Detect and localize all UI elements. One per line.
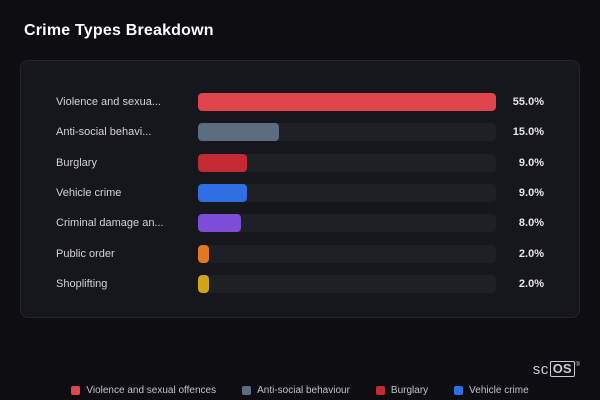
bar-track	[198, 274, 496, 293]
chart-row: Burglary 9.0%	[56, 148, 544, 178]
chart-legend: Violence and sexual offences Anti-social…	[0, 385, 600, 396]
legend-item[interactable]: Violence and sexual offences	[71, 385, 216, 396]
legend-swatch	[71, 386, 81, 395]
chart-row: Public order 2.0%	[56, 239, 544, 269]
legend-item[interactable]: Burglary	[375, 385, 429, 396]
legend-item[interactable]: Vehicle crime	[454, 385, 529, 396]
chart-row: Vehicle crime 9.0%	[56, 178, 544, 208]
legend-swatch	[375, 386, 385, 395]
category-label: Burglary	[56, 156, 97, 169]
chart-row: Shoplifting 2.0%	[56, 269, 544, 299]
category-label: Vehicle crime	[56, 186, 122, 199]
legend-item[interactable]: Anti-social behaviour	[242, 385, 350, 396]
legend-label: Burglary	[390, 385, 429, 396]
bar-track	[198, 153, 496, 172]
value-label: 9.0%	[518, 156, 544, 169]
chart-panel: Violence and sexua... 55.0% Anti-social …	[20, 60, 580, 318]
category-label: Shoplifting	[56, 277, 108, 290]
value-label: 15.0%	[512, 126, 544, 139]
legend-swatch	[242, 386, 252, 395]
bar[interactable]	[198, 153, 247, 172]
legend-label: Vehicle crime	[469, 385, 529, 396]
scos-logo: sc OS ®	[533, 361, 580, 378]
bar-track	[198, 183, 496, 202]
value-label: 8.0%	[518, 217, 544, 230]
registered-mark: ®	[575, 362, 580, 368]
legend-label: Violence and sexual offences	[86, 385, 217, 396]
chart-row: Anti-social behavi... 15.0%	[56, 117, 544, 147]
logo-text-sc: sc	[532, 361, 549, 378]
bar-track	[198, 244, 496, 263]
category-label: Violence and sexua...	[56, 96, 161, 108]
value-label: 2.0%	[518, 247, 544, 260]
category-label: Public order	[56, 247, 115, 260]
value-label: 2.0%	[518, 277, 544, 290]
bar-track	[198, 123, 496, 142]
page-title: Crime Types Breakdown	[24, 22, 214, 39]
chart-row: Criminal damage an... 8.0%	[56, 208, 544, 238]
bar[interactable]	[198, 244, 209, 263]
value-label: 55.0%	[512, 96, 544, 108]
chart-row: Violence and sexua... 55.0%	[56, 87, 544, 117]
bar[interactable]	[198, 274, 209, 293]
bar[interactable]	[198, 214, 242, 233]
category-label: Anti-social behavi...	[56, 126, 152, 139]
value-label: 9.0%	[518, 186, 544, 199]
bar-track	[198, 214, 496, 233]
bar[interactable]	[198, 93, 496, 111]
bar[interactable]	[198, 183, 247, 202]
category-label: Criminal damage an...	[56, 217, 164, 230]
logo-text-os: OS	[549, 361, 575, 377]
legend-label: Anti-social behaviour	[257, 385, 350, 396]
legend-swatch	[454, 386, 464, 395]
bar[interactable]	[198, 123, 280, 142]
bar-track	[198, 93, 496, 111]
